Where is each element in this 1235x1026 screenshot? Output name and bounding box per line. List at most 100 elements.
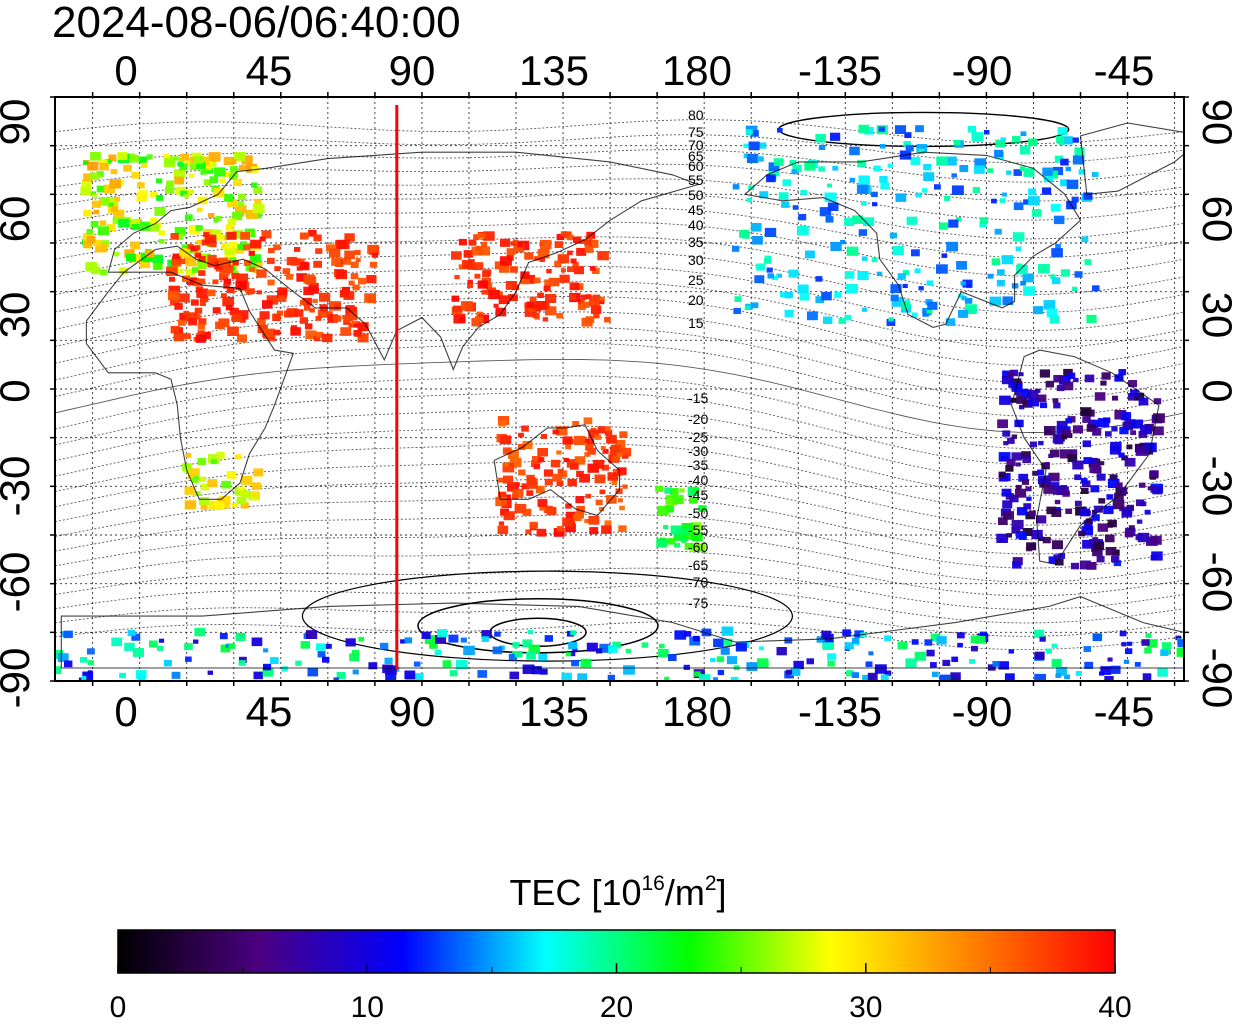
magnetic-contour-line [55,460,1184,526]
tec-sample [237,486,245,492]
tec-sample [574,266,584,275]
tec-sample [253,186,263,194]
tec-sample [137,182,145,189]
magnetic-contour-line [55,391,1184,465]
tec-sample [784,291,793,299]
tec-sample [521,483,530,490]
tec-sample [527,480,538,489]
tec-sample [503,475,513,484]
tec-sample [174,176,185,185]
tec-sample [1045,648,1052,654]
tec-sample [163,154,170,159]
tec-sample [902,270,910,276]
tec-sample [731,245,740,252]
tec-sample [924,639,933,646]
tec-sample [1054,437,1064,445]
tec-sample [680,527,691,535]
tec-sample [1085,518,1093,524]
tec-sample [305,330,317,340]
tec-sample [509,294,518,302]
tec-sample [948,219,959,228]
tec-sample [1023,503,1032,510]
tec-sample [253,468,264,477]
tec-sample [166,266,178,276]
tec-sample [226,471,237,479]
tec-sample [509,457,522,468]
tec-sample [746,197,753,203]
tec-sample [246,209,259,220]
tec-sample [1056,385,1065,392]
tec-sample [1009,494,1019,503]
tec-sample [750,223,762,232]
tec-sample [936,156,948,166]
tec-sample [524,308,536,317]
tec-sample [1098,498,1106,504]
tec-sample [278,295,287,302]
tec-sample [149,223,159,232]
magnetic-contour-line [55,251,1184,314]
tec-sample [208,241,217,248]
mag-lat-label-south: -20 [688,411,708,427]
tec-sample [270,657,279,664]
tec-sample [526,490,534,496]
tec-sample [533,277,541,284]
tec-sample [1071,286,1078,291]
tec-sample [353,323,359,328]
tec-sample [286,256,298,266]
tec-sample [851,672,859,678]
tec-sample [863,217,875,227]
tec-sample [604,426,611,432]
tec-sample [1060,179,1069,187]
tec-sample [559,274,570,283]
magnetic-contour-line [55,408,1184,481]
tec-sample [339,289,350,298]
tec-sample [951,656,959,662]
tec-sample [1140,501,1147,507]
tec-sample [164,158,176,168]
tec-sample [655,485,664,492]
tec-sample [1094,505,1103,513]
tec-sample [844,642,854,650]
tec-sample [546,268,552,274]
tec-sample [778,192,789,200]
tec-sample [1141,639,1150,646]
tec-sample [1067,372,1076,379]
tec-sample [884,670,892,676]
tec-sample [815,296,824,303]
tec-sample [315,248,323,254]
tec-sample [1008,649,1014,654]
tec-sample [674,542,681,548]
tec-sample [1105,547,1117,556]
tec-sample [185,257,197,267]
tec-sample [735,642,747,652]
tec-sample [846,284,858,294]
tec-sample [586,438,595,445]
tec-sample [477,280,488,289]
tec-sample [552,429,559,435]
tec-sample [213,218,219,223]
coastline-australia [493,424,621,517]
tec-sample [80,657,88,663]
tec-sample [1084,259,1092,265]
tec-sample [586,642,598,652]
tec-sample [358,636,365,642]
tec-sample [532,312,540,319]
tec-sample [543,469,553,477]
tec-sample [83,240,93,248]
magnetic-contour-line [55,603,1184,637]
tec-sample [998,471,1006,478]
tec-sample [588,429,599,439]
tec-sample [1176,647,1184,657]
magnetic-contour-line [55,296,1184,366]
tec-sample [594,434,602,440]
tec-sample [316,643,326,651]
tec-sample [200,504,208,510]
tec-sample [1056,667,1068,676]
axis-ticks [50,92,1189,686]
tec-sample [1119,426,1129,435]
colorbar-label-prefix: TEC [10 [509,872,641,913]
tec-sample [532,456,542,464]
tec-sample [290,327,301,336]
tec-sample [518,444,526,450]
tec-sample [1135,499,1145,507]
